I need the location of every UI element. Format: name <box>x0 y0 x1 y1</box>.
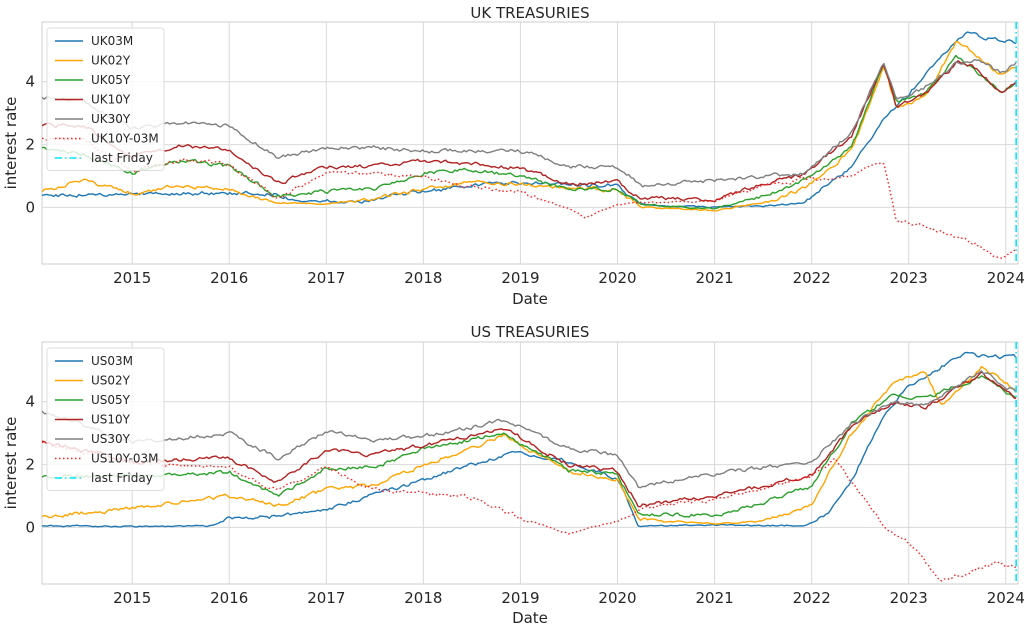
us-treasuries-panel: 2015 2016 2017 2018 2019 2020 2021 2022 2023 2024… <box>2 323 1024 627</box>
x-tick-label: 2015 <box>113 269 151 287</box>
x-tick-label: 2018 <box>404 269 442 287</box>
legend-label-uk10y-03m: UK10Y-03M <box>91 132 159 146</box>
x-tick-label: 2020 <box>598 589 636 607</box>
legend-label-uk05y: UK05Y <box>91 73 131 87</box>
series-line-us30y <box>42 370 1017 489</box>
series-line-uk30y <box>42 58 1017 188</box>
x-tick-label: 2021 <box>695 269 733 287</box>
series-line-uk02y <box>42 41 1017 212</box>
x-tick-label: 2023 <box>890 589 928 607</box>
y-tick-label: 0 <box>25 518 35 536</box>
x-tick-label: 2022 <box>793 589 831 607</box>
plot-area <box>41 21 1019 265</box>
x-tick-label: 2016 <box>210 589 248 607</box>
chart-title: UK TREASURIES <box>470 4 589 22</box>
x-tick-label: 2024 <box>987 269 1024 287</box>
x-axis-label: Date <box>512 609 548 627</box>
x-axis-label: Date <box>512 290 548 308</box>
series-line-uk05y <box>42 54 1017 210</box>
series-line-us02y <box>42 365 1017 525</box>
y-axis-label: interest rate <box>2 97 20 190</box>
legend-label-last-friday: last Friday <box>91 471 153 485</box>
legend: US03M US02Y US05Y US10Y US30Y US10Y-03M last F… <box>46 347 165 491</box>
legend-label-uk03m: UK03M <box>91 34 133 48</box>
plot-area <box>41 341 1019 585</box>
x-tick-label: 2016 <box>210 269 248 287</box>
x-tick-label: 2022 <box>793 269 831 287</box>
y-tick-label: 2 <box>25 136 35 154</box>
x-tick-label: 2015 <box>113 589 151 607</box>
y-axis-label: interest rate <box>2 417 20 510</box>
series-line-uk10y <box>42 60 1017 203</box>
series-group <box>42 351 1017 582</box>
legend-label-uk10y: UK10Y <box>91 93 131 107</box>
series-line-us03m <box>42 351 1017 528</box>
legend-label-uk02y: UK02Y <box>91 54 131 68</box>
legend-label-us10y: US10Y <box>91 413 131 427</box>
legend: UK03M UK02Y UK05Y UK10Y UK30Y UK10Y-03M last F… <box>46 27 165 171</box>
x-tick-label: 2018 <box>404 589 442 607</box>
x-tick-label: 2021 <box>695 589 733 607</box>
y-tick-label: 2 <box>25 456 35 474</box>
x-tick-label: 2020 <box>598 269 636 287</box>
legend-label-us05y: US05Y <box>91 393 131 407</box>
series-line-us10y <box>42 371 1017 508</box>
series-group <box>42 31 1017 259</box>
y-tick-label: 4 <box>25 393 35 411</box>
x-tick-label: 2017 <box>307 269 345 287</box>
y-tick-label: 4 <box>25 73 35 91</box>
x-tick-label: 2019 <box>501 269 539 287</box>
legend-label-us03m: US03M <box>91 354 133 368</box>
series-line-uk10y-03m <box>42 136 1017 259</box>
legend-label-uk30y: UK30Y <box>91 112 131 126</box>
legend-label-last-friday: last Friday <box>91 151 153 165</box>
legend-box <box>46 27 165 171</box>
uk-treasuries-panel: 2015 2016 2017 2018 2019 2020 2021 2022 2023 2024… <box>2 4 1024 308</box>
x-tick-label: 2023 <box>890 269 928 287</box>
legend-box <box>46 347 165 491</box>
legend-label-us02y: US02Y <box>91 374 131 388</box>
chart-title: US TREASURIES <box>471 323 590 341</box>
legend-label-us30y: US30Y <box>91 432 131 446</box>
x-tick-label: 2017 <box>307 589 345 607</box>
y-tick-label: 0 <box>25 198 35 216</box>
legend-label-us10y-03m: US10Y-03M <box>91 452 159 466</box>
series-line-us05y <box>42 375 1017 518</box>
x-tick-label: 2024 <box>987 589 1024 607</box>
x-tick-label: 2019 <box>501 589 539 607</box>
